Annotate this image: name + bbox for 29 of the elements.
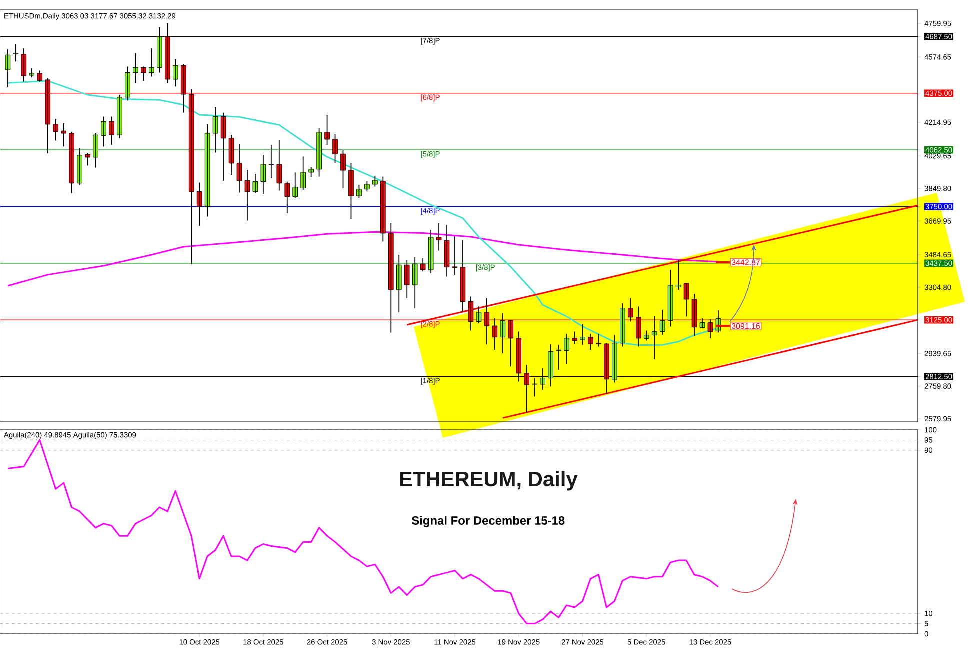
- candlestick: [420, 258, 426, 272]
- candlestick: [133, 52, 138, 84]
- candlestick: [588, 334, 594, 350]
- candlestick: [580, 324, 586, 346]
- candlestick: [125, 66, 130, 102]
- candlestick: [13, 44, 19, 62]
- candlestick: [340, 150, 346, 189]
- candlestick: [436, 222, 442, 252]
- candlestick: [564, 334, 570, 364]
- candlestick: [61, 122, 67, 148]
- candlestick: [452, 236, 458, 276]
- candlestick: [356, 184, 362, 199]
- candlestick: [308, 166, 314, 178]
- candlestick: [572, 331, 578, 344]
- candlestick: [268, 144, 274, 179]
- text: ETHEREUM, Daily: [400, 471, 578, 491]
- candlestick: [364, 180, 370, 192]
- candlestick: [332, 134, 338, 164]
- candlestick: [117, 94, 122, 139]
- candlestick: [324, 114, 330, 146]
- candlestick: [93, 133, 98, 168]
- candlestick: [109, 116, 114, 146]
- candlestick: [596, 334, 602, 348]
- candlestick: [29, 68, 35, 78]
- text: Signal For December 15-18: [412, 516, 565, 528]
- line-series: [7, 231, 720, 287]
- candlestick: [348, 162, 354, 220]
- candlestick: [372, 175, 378, 188]
- candlestick: [101, 116, 106, 148]
